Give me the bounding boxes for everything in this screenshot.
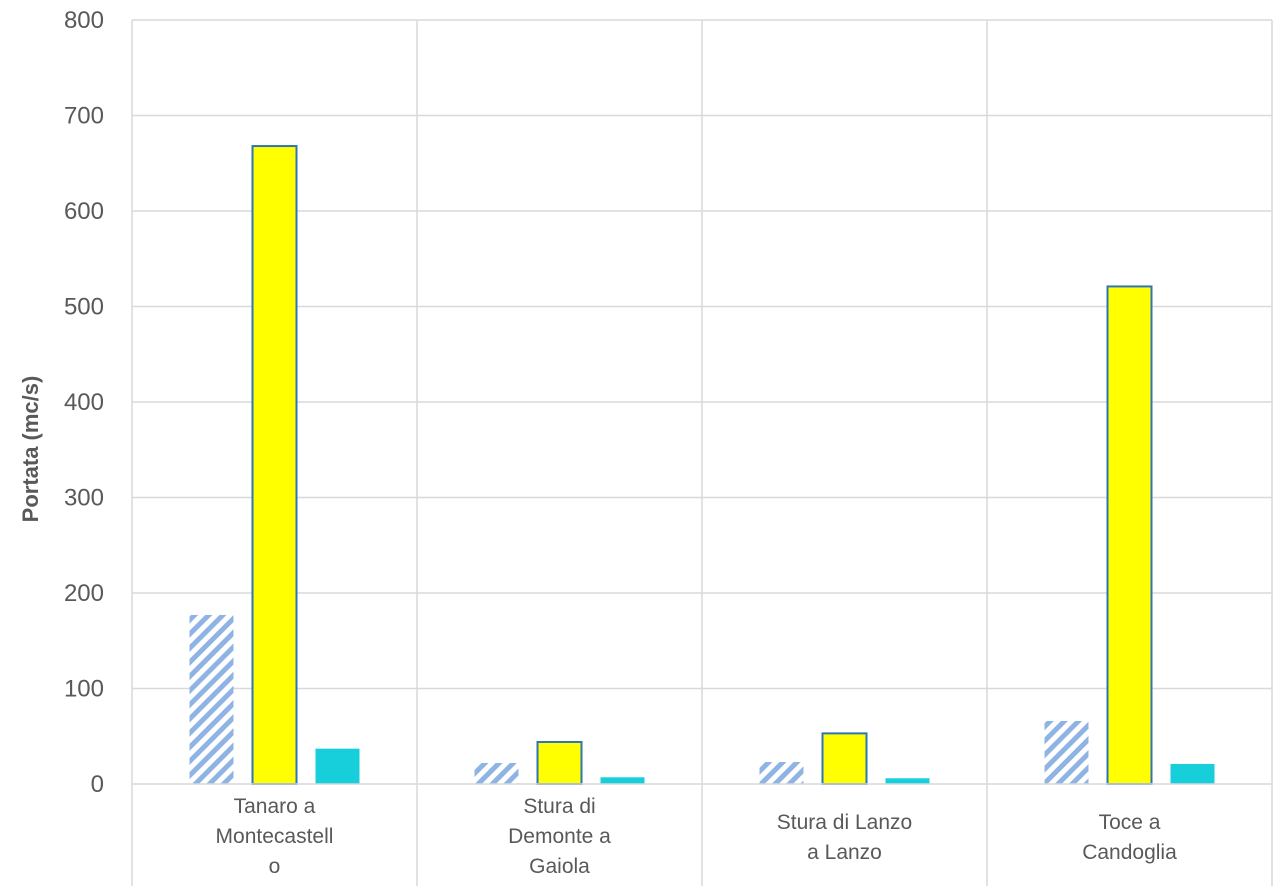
bar-series3-cat2 <box>600 777 645 784</box>
bar-series3-cat1 <box>315 748 360 784</box>
x-category-label: Stura di Demonte a Gaiola <box>508 795 611 878</box>
y-tick-label: 600 <box>64 198 104 225</box>
y-tick-label: 400 <box>64 389 104 416</box>
bars <box>189 145 1215 786</box>
y-tick-label: 800 <box>64 7 104 34</box>
x-category-label-line: Candoglia <box>1082 841 1177 864</box>
y-tick-label: 200 <box>64 580 104 607</box>
bar-series1-cat3 <box>759 762 804 784</box>
x-category-label-line: o <box>269 855 281 878</box>
bar-series1-cat2 <box>474 762 519 784</box>
bar-series2-cat2 <box>536 740 583 785</box>
y-tick-label: 0 <box>91 771 104 798</box>
x-category-label-line: Stura di Lanzo <box>777 811 912 834</box>
x-category-label: Toce a Candoglia <box>1082 811 1177 864</box>
bar-series1-cat4 <box>1044 720 1089 784</box>
bar-series2-cat1 <box>251 145 298 785</box>
gridlines <box>131 19 1273 886</box>
x-category-label: Tanaro a Montecastell o <box>216 795 334 878</box>
x-category-label-line: Stura di <box>523 795 595 818</box>
x-category-label-line: Demonte a <box>508 825 611 848</box>
x-category-label-line: Gaiola <box>529 855 590 878</box>
labels: 0 100 200 300 400 500 600 700 800 Tanaro a Monteca… <box>64 7 1177 878</box>
bar-series3-cat4 <box>1170 763 1215 784</box>
x-category-label-line: Tanaro a <box>234 795 316 818</box>
bar-series2-cat3 <box>821 732 868 786</box>
bar-series2-cat4 <box>1106 285 1153 785</box>
x-category-label: Stura di Lanzo a Lanzo <box>777 811 912 864</box>
x-category-label-line: a Lanzo <box>807 841 882 864</box>
y-tick-label: 300 <box>64 485 104 512</box>
y-tick-label: 500 <box>64 294 104 321</box>
y-tick-label: 700 <box>64 103 104 130</box>
bar-series3-cat3 <box>885 778 930 784</box>
y-tick-label: 100 <box>64 676 104 703</box>
x-category-label-line: Montecastell <box>216 825 334 848</box>
x-category-label-line: Toce a <box>1099 811 1161 834</box>
bar-series1-cat1 <box>189 614 234 784</box>
y-axis-title: Portata (mc/s) <box>18 376 43 523</box>
